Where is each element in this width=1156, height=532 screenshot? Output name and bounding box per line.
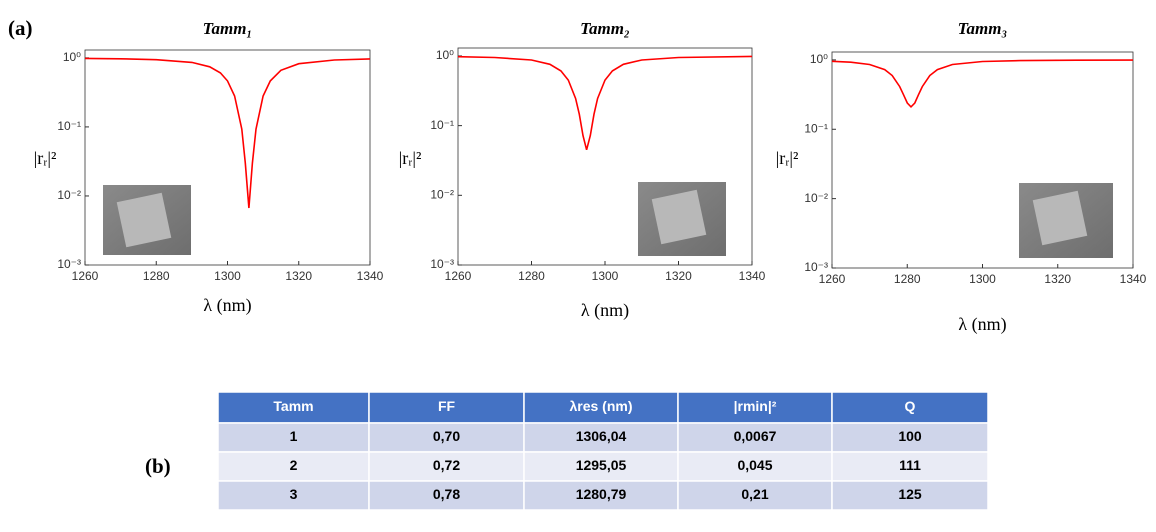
table-cell-text: 100 (898, 428, 922, 444)
y-axis-label: |rᵣ|² (399, 148, 422, 168)
table-cell-text: 0,0067 (734, 428, 777, 444)
x-axis-label: λ (nm) (203, 295, 251, 316)
x-axis-label: λ (nm) (958, 314, 1006, 335)
x-tick-label: 1320 (1044, 272, 1071, 286)
table-header-text: Tamm (273, 398, 313, 414)
table-header-text: λres (nm) (569, 398, 632, 414)
table-header-cell (677, 391, 833, 424)
table-header-text: FF (438, 398, 456, 414)
table-cell (677, 480, 833, 511)
y-tick-label: 10⁻³ (430, 257, 454, 271)
x-axis-label: λ (nm) (581, 300, 629, 321)
table-cell-text: 1 (290, 428, 298, 444)
data-line (84, 57, 371, 209)
y-tick-label: 10⁰ (436, 48, 454, 62)
panel-label: (b) (145, 454, 171, 478)
x-tick-label: 1300 (969, 272, 996, 286)
y-axis-label: |rᵣ|² (34, 148, 57, 168)
chart-title: Tamm₃ (958, 19, 1008, 38)
x-tick-label: 1340 (1120, 272, 1147, 286)
data-line (831, 59, 1134, 109)
table-cell-text: 1306,04 (576, 428, 627, 444)
chart-title: Tamm₁ (203, 19, 253, 38)
y-tick-label: 10⁻² (430, 187, 454, 201)
x-tick-label: 1320 (285, 269, 312, 283)
table-cell (831, 422, 989, 453)
table-cell-text: 125 (898, 486, 922, 502)
table-cell-text: 1280,79 (576, 486, 627, 502)
x-tick-label: 1260 (445, 269, 472, 283)
x-tick-label: 1260 (72, 269, 99, 283)
table-cell-text: 0,045 (737, 457, 772, 473)
y-tick-label: 10⁻³ (804, 260, 828, 274)
table-cell (368, 480, 525, 511)
inset-square (116, 192, 172, 248)
table-header-text: |rmin|² (734, 398, 777, 414)
table-header-cell (368, 391, 525, 424)
x-tick-label: 1340 (739, 269, 766, 283)
table-cell (677, 422, 833, 453)
y-tick-label: 10⁻¹ (57, 119, 81, 133)
x-tick-label: 1280 (894, 272, 921, 286)
table-cell-text: 0,21 (741, 486, 768, 502)
y-tick-label: 10⁻³ (57, 257, 81, 271)
table-cell (831, 480, 989, 511)
x-tick-label: 1300 (592, 269, 619, 283)
x-tick-label: 1320 (665, 269, 692, 283)
y-tick-label: 10⁻² (57, 188, 81, 202)
inset-square (1032, 190, 1088, 246)
table-cell-text: 0,72 (433, 457, 460, 473)
y-axis-label: |rᵣ|² (776, 148, 799, 168)
y-tick-label: 10⁰ (63, 50, 81, 64)
table-cell (368, 422, 525, 453)
table-header-text: Q (905, 398, 916, 414)
table-header-cell (831, 391, 989, 424)
y-tick-label: 10⁻² (804, 191, 828, 205)
x-tick-label: 1300 (214, 269, 241, 283)
x-tick-label: 1280 (518, 269, 545, 283)
table-cell-text: 1295,05 (576, 457, 627, 473)
table-cell (217, 451, 370, 482)
table-cell (831, 451, 989, 482)
table-cell (217, 480, 370, 511)
x-tick-label: 1280 (143, 269, 170, 283)
chart-title: Tamm₂ (580, 19, 630, 38)
table-cell (523, 422, 679, 453)
x-tick-label: 1340 (357, 269, 384, 283)
table-cell-text: 3 (290, 486, 298, 502)
y-tick-label: 10⁻¹ (430, 118, 454, 132)
table-cell-text: 0,78 (433, 486, 460, 502)
table-cell-text: 2 (290, 457, 298, 473)
table-cell-text: 111 (899, 457, 921, 473)
y-tick-label: 10⁻¹ (804, 121, 828, 135)
data-line (457, 55, 753, 151)
x-tick-label: 1260 (819, 272, 846, 286)
y-tick-label: 10⁰ (810, 52, 828, 66)
table-cell-text: 0,70 (433, 428, 460, 444)
inset-square (651, 189, 707, 245)
panel-label: (a) (8, 16, 33, 40)
